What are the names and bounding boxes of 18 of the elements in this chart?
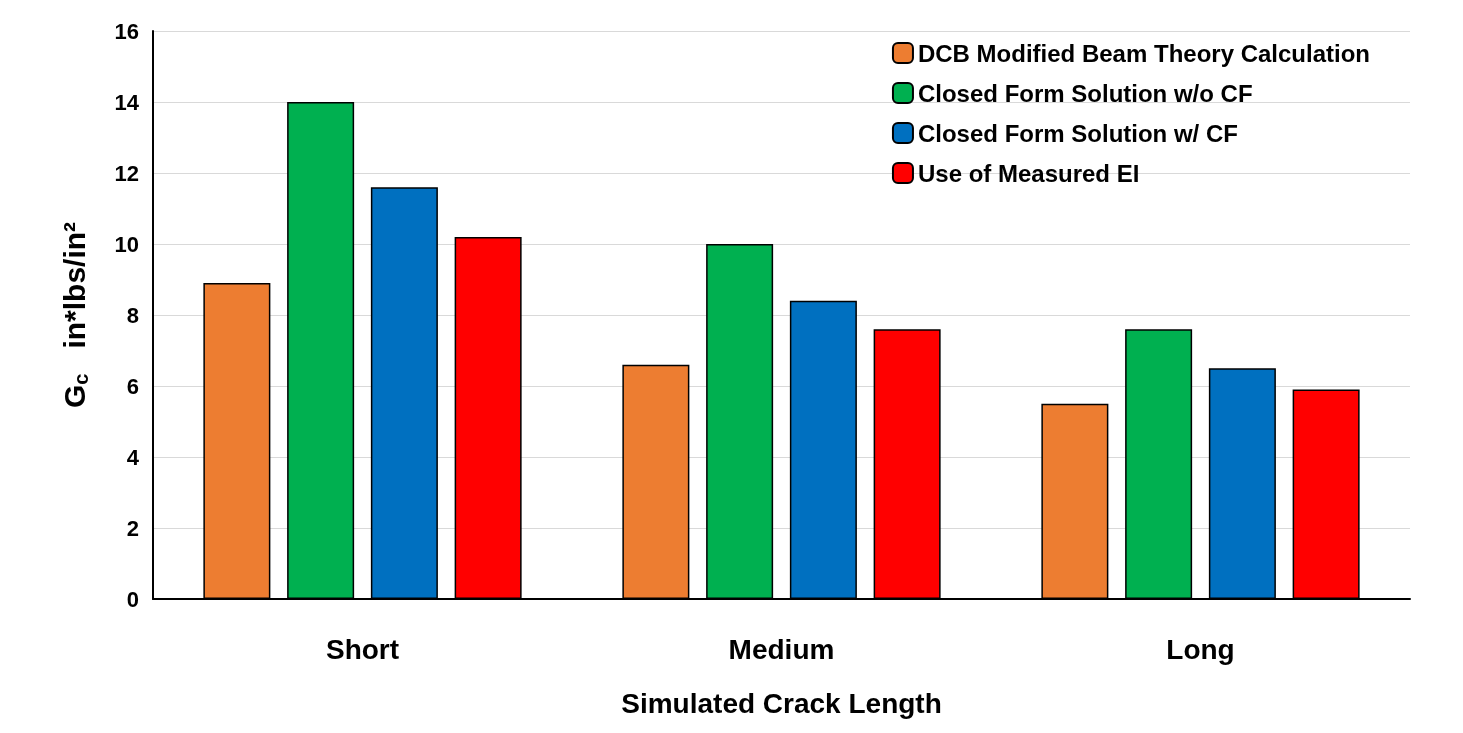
y-tick-label: 0 xyxy=(126,586,139,612)
x-axis-title: Simulated Crack Length xyxy=(621,687,942,719)
x-tick-label: Short xyxy=(325,633,400,665)
y-tick-label: 16 xyxy=(114,18,139,44)
y-tick-label: 12 xyxy=(114,160,139,186)
y-tick-label: 8 xyxy=(126,302,139,328)
legend-label: Closed Form Solution w/ CF xyxy=(917,119,1238,147)
x-tick-label: Long xyxy=(1166,633,1235,665)
x-tick-label: Medium xyxy=(728,633,835,665)
legend-label: Use of Measured EI xyxy=(917,159,1140,187)
y-tick-label: 4 xyxy=(126,444,140,470)
text: Gc in*lbs/in² xyxy=(57,221,92,409)
legend-label: Closed Form Solution w/o CF xyxy=(917,79,1253,107)
y-tick-label: 14 xyxy=(114,89,140,115)
y-tick-label: 6 xyxy=(126,373,139,399)
y-tick-label: 10 xyxy=(114,231,139,257)
legend-label: DCB Modified Beam Theory Calculation xyxy=(917,39,1371,67)
y-tick-label: 2 xyxy=(126,515,139,541)
